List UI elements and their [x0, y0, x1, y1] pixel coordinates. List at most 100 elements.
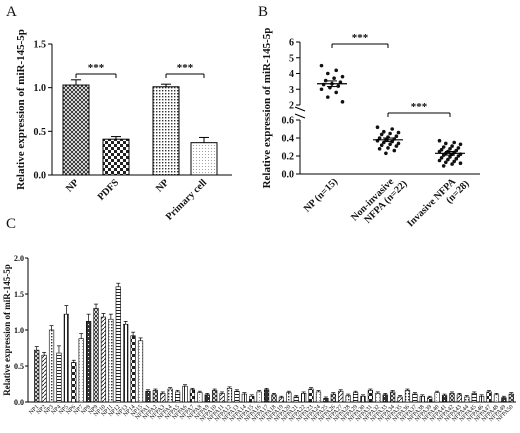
bar	[108, 318, 114, 403]
data-point	[326, 71, 330, 76]
data-point	[437, 149, 442, 154]
bar	[226, 388, 233, 403]
bar	[382, 394, 388, 403]
data-point	[382, 129, 386, 134]
bar	[471, 393, 477, 403]
data-point	[394, 144, 399, 148]
data-point	[388, 131, 392, 136]
data-point	[441, 153, 446, 157]
x-category-label: Invasive NFPA(n=28)	[405, 171, 471, 237]
data-point	[396, 130, 401, 135]
x-category-label: NP8	[80, 404, 92, 416]
bar	[86, 321, 92, 403]
axis-break-mark	[294, 106, 306, 112]
y-tick-label: 0.0	[34, 171, 47, 182]
data-point	[437, 158, 442, 163]
bar	[419, 395, 425, 403]
data-point	[396, 141, 401, 146]
bar	[152, 86, 180, 176]
significance-label: ***	[411, 101, 428, 113]
bar	[78, 338, 84, 403]
panel-b-letter: B	[258, 4, 268, 20]
data-point	[388, 142, 392, 147]
bar	[338, 390, 344, 403]
data-point	[340, 100, 345, 104]
panel-c-letter: C	[6, 216, 16, 232]
bar	[182, 385, 188, 403]
data-point	[377, 136, 382, 140]
data-point	[441, 145, 446, 149]
y-tick-label: 0.5	[14, 362, 24, 371]
data-point	[444, 141, 448, 146]
panel-b-chart: 2 3 4 5 6 0.0 0.2 0.4 0.6 NP (n=15) Non-invasiveNF…	[261, 28, 480, 237]
bar	[390, 391, 396, 403]
bar	[167, 388, 173, 403]
bar	[62, 84, 90, 176]
bar	[48, 329, 55, 403]
x-category-label: PDFS	[96, 177, 122, 203]
data-point	[446, 157, 450, 162]
data-point	[375, 125, 380, 129]
bar	[271, 394, 277, 403]
significance-label: ***	[177, 62, 194, 74]
x-category-label: NP5	[58, 404, 70, 416]
y-axis-title: Relative expression of miR-145-5p	[15, 29, 27, 190]
bar	[204, 394, 210, 403]
bar	[102, 138, 130, 176]
bar	[152, 390, 158, 403]
bar	[434, 392, 440, 403]
y-tick-label: 0.4	[282, 134, 295, 145]
bar	[323, 398, 329, 403]
bar	[197, 392, 203, 403]
y-tick-label: 3	[289, 85, 294, 96]
y-tick-label: 0.0	[14, 398, 24, 407]
bar	[63, 313, 69, 403]
bar	[501, 397, 507, 403]
bar	[123, 323, 129, 403]
bar	[175, 391, 181, 403]
data-point	[452, 140, 457, 145]
x-category-label: Primary cell	[164, 177, 209, 222]
y-tick-label: 0.5	[34, 127, 47, 138]
data-point	[394, 134, 399, 138]
bar	[441, 395, 448, 403]
bar	[278, 397, 285, 403]
significance-label: ***	[88, 62, 105, 74]
data-point	[379, 143, 384, 147]
bar	[352, 392, 359, 403]
y-tick-label: 6	[289, 38, 294, 49]
data-point	[439, 156, 444, 160]
data-point	[392, 148, 397, 153]
y-tick-label: 0.0	[282, 170, 295, 181]
bar	[212, 390, 218, 403]
y-tick-label: 0.6	[282, 116, 295, 127]
bar	[249, 395, 255, 403]
x-category-label: NP2	[36, 404, 48, 416]
bar	[479, 395, 485, 403]
bar	[160, 393, 166, 403]
x-category-label: Non-invasiveNFPA (n=22)	[349, 171, 410, 232]
bar	[41, 354, 47, 403]
bar	[508, 393, 514, 403]
data-point	[319, 63, 324, 68]
bar	[34, 349, 40, 403]
bar	[130, 335, 136, 403]
bar	[427, 397, 433, 403]
data-point	[319, 87, 324, 92]
y-tick-label: 1.5	[14, 290, 24, 299]
bar	[397, 396, 403, 403]
data-point	[338, 80, 343, 84]
bar	[190, 142, 218, 176]
bar	[234, 390, 240, 403]
data-point	[437, 138, 442, 143]
bar	[360, 395, 366, 403]
significance-label: ***	[352, 32, 369, 44]
y-axis-title: Relative expression of miR-145-5p	[261, 28, 273, 189]
data-point	[379, 132, 384, 137]
bar	[56, 352, 62, 403]
bar	[263, 389, 270, 403]
data-point	[336, 84, 341, 88]
data-point	[340, 74, 345, 79]
